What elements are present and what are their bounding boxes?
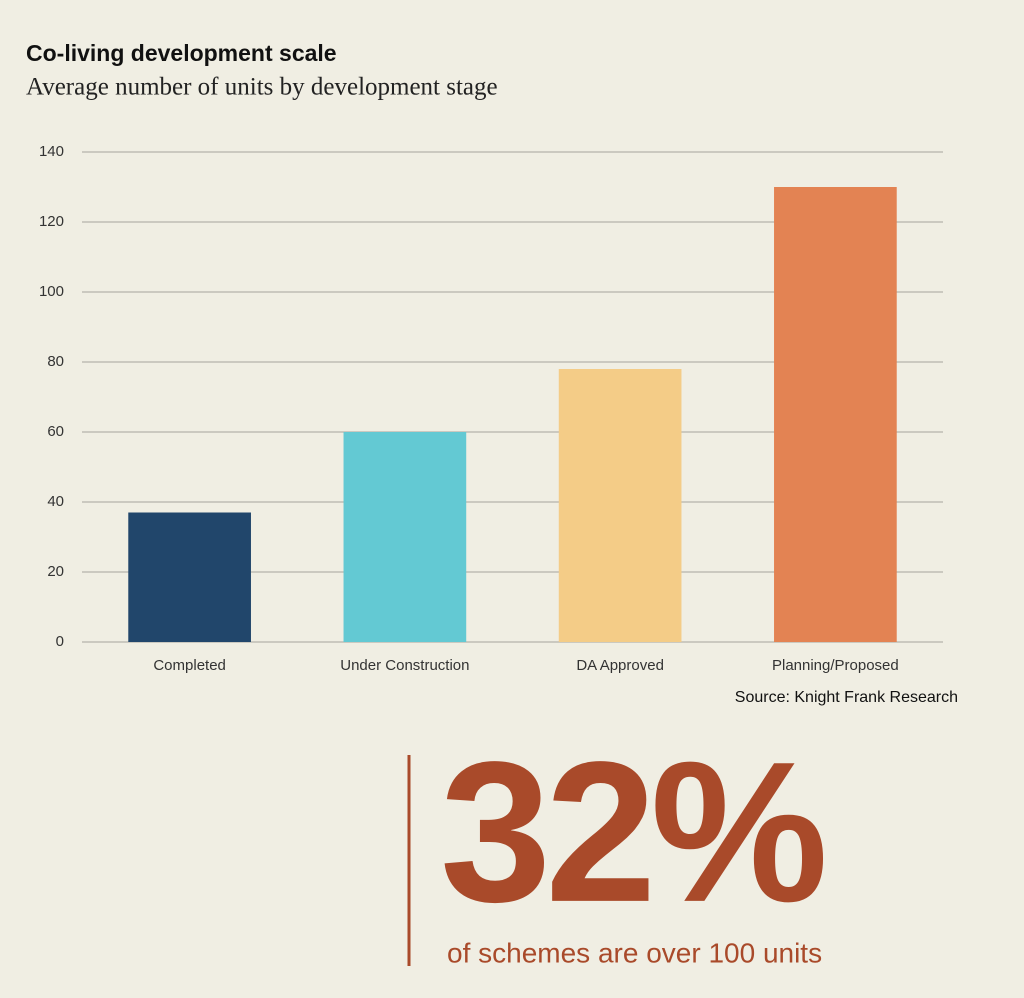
y-tick-label: 120 <box>39 213 64 230</box>
bar <box>128 512 251 642</box>
x-tick-label: Under Construction <box>340 657 469 674</box>
bar <box>558 369 682 642</box>
x-tick-label: Completed <box>153 657 226 674</box>
y-tick-label: 0 <box>56 633 64 650</box>
y-tick-label: 20 <box>47 563 64 580</box>
chart-title: Co-living development scale <box>26 40 337 66</box>
x-tick-label: Planning/Proposed <box>772 657 899 674</box>
y-tick-label: 140 <box>39 143 64 160</box>
source: Source: Knight Frank Research <box>735 689 958 706</box>
x-tick-label: DA Approved <box>576 657 664 674</box>
y-tick-label: 60 <box>47 423 64 440</box>
y-tick-label: 100 <box>39 283 64 300</box>
chart-subtitle: Average number of units by development s… <box>26 74 498 101</box>
callout-text: of schemes are over 100 units <box>447 937 822 968</box>
y-tick-label: 80 <box>47 353 64 370</box>
y-tick-label: 40 <box>47 493 64 510</box>
callout-figure: 32% <box>440 721 823 944</box>
bar <box>774 187 897 642</box>
bar <box>343 432 467 642</box>
